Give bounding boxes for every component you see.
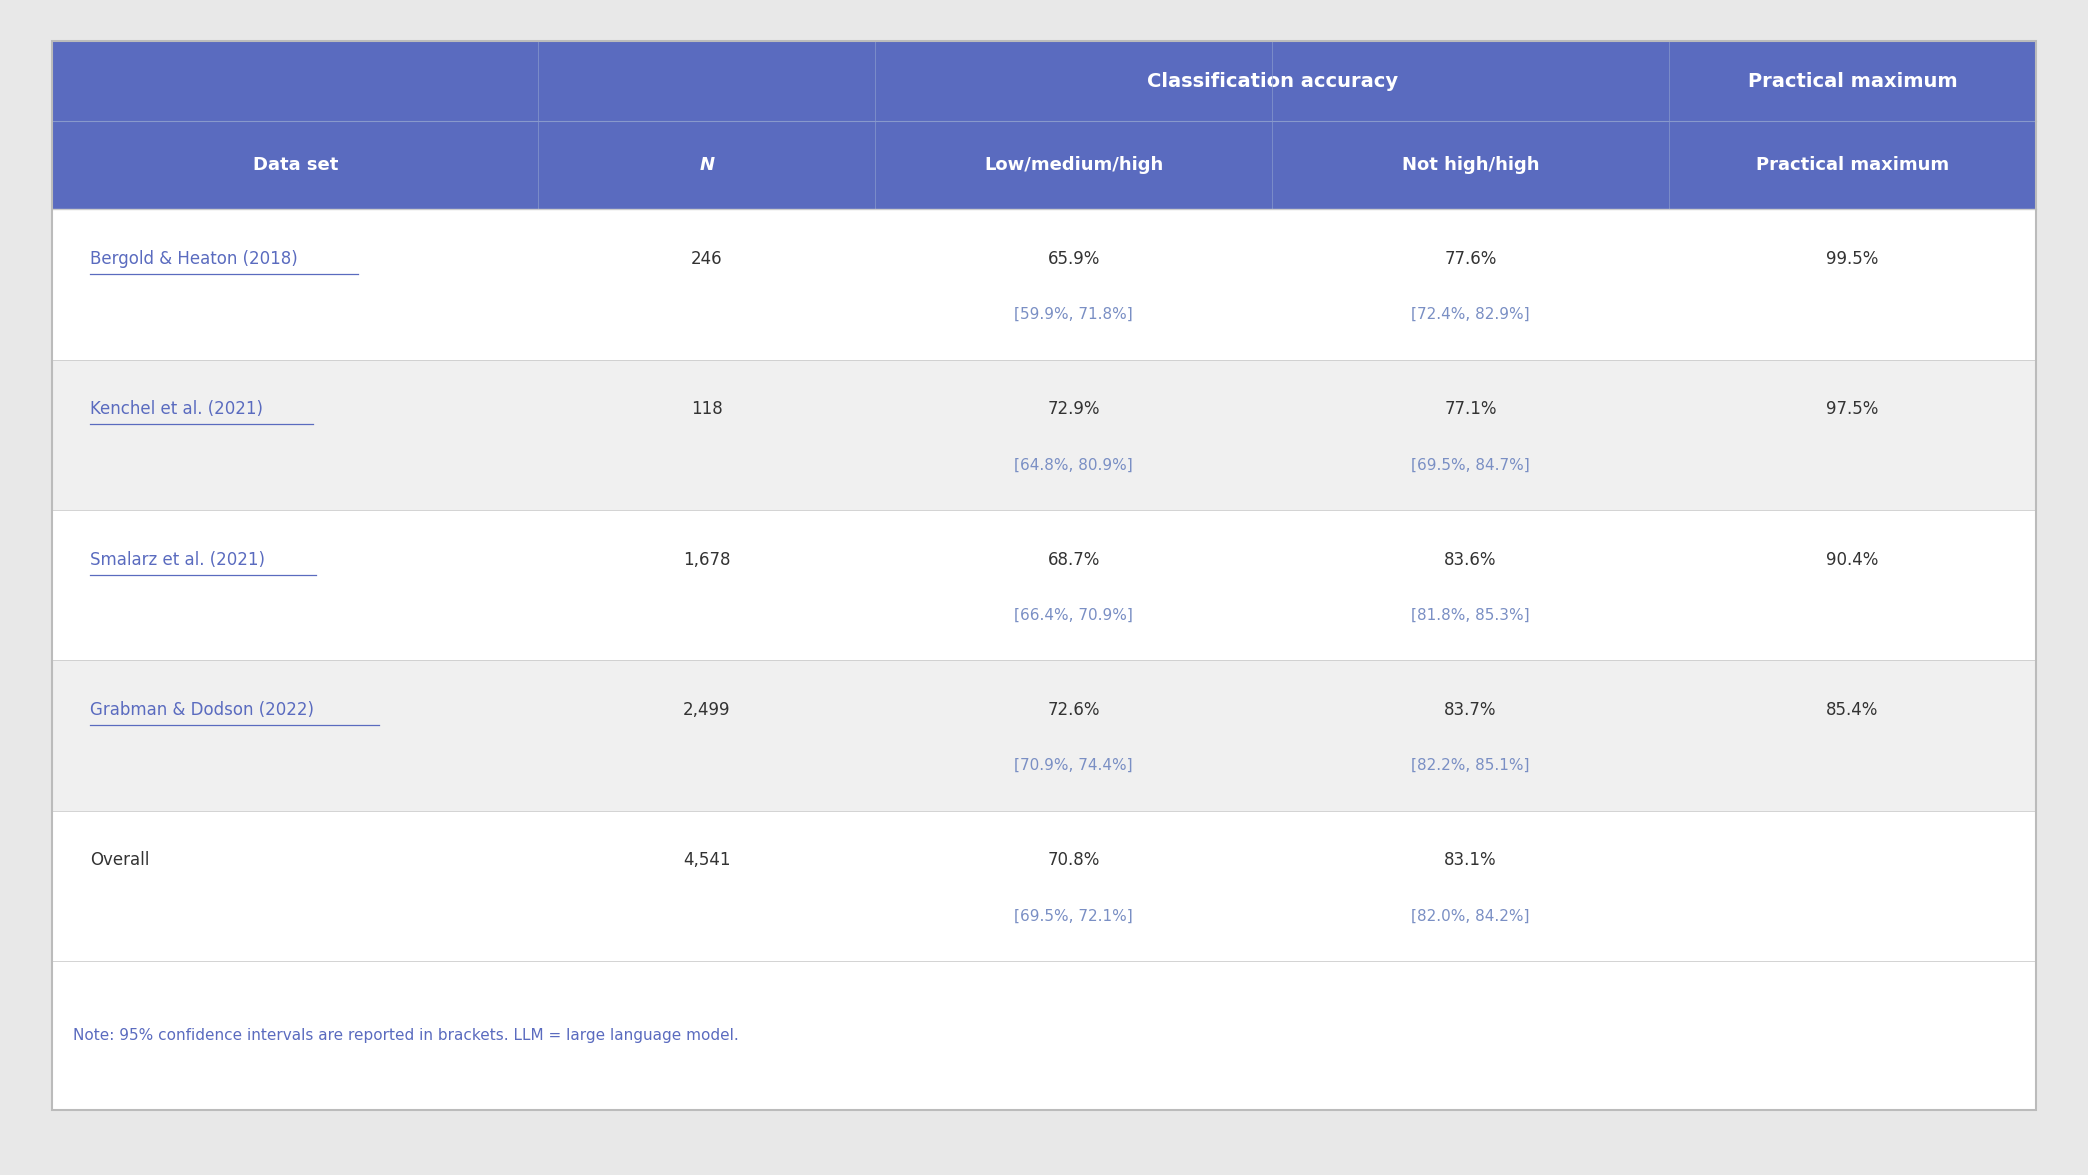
Text: 97.5%: 97.5%: [1827, 401, 1879, 418]
Text: [70.9%, 74.4%]: [70.9%, 74.4%]: [1015, 758, 1134, 773]
Text: 83.7%: 83.7%: [1445, 701, 1497, 719]
Text: Overall: Overall: [90, 852, 148, 870]
Text: Kenchel et al. (2021): Kenchel et al. (2021): [90, 401, 263, 418]
Text: [82.2%, 85.1%]: [82.2%, 85.1%]: [1411, 758, 1531, 773]
Text: 85.4%: 85.4%: [1827, 701, 1879, 719]
Text: 99.5%: 99.5%: [1827, 250, 1879, 268]
Text: 1,678: 1,678: [683, 551, 731, 569]
Text: [69.5%, 84.7%]: [69.5%, 84.7%]: [1411, 457, 1531, 472]
Text: [81.8%, 85.3%]: [81.8%, 85.3%]: [1411, 607, 1531, 623]
Text: 65.9%: 65.9%: [1048, 250, 1100, 268]
Text: 90.4%: 90.4%: [1827, 551, 1879, 569]
Text: [66.4%, 70.9%]: [66.4%, 70.9%]: [1015, 607, 1134, 623]
Text: Smalarz et al. (2021): Smalarz et al. (2021): [90, 551, 265, 569]
Text: 68.7%: 68.7%: [1048, 551, 1100, 569]
Bar: [52, 41, 2036, 121]
Text: N: N: [699, 156, 714, 174]
Text: Practical maximum: Practical maximum: [1756, 156, 1948, 174]
Text: 2,499: 2,499: [683, 701, 731, 719]
Bar: [52, 121, 2036, 209]
Text: 4,541: 4,541: [683, 852, 731, 870]
Text: Note: 95% confidence intervals are reported in brackets. LLM = large language mo: Note: 95% confidence intervals are repor…: [73, 1028, 739, 1043]
Text: Bergold & Heaton (2018): Bergold & Heaton (2018): [90, 250, 296, 268]
Bar: [52, 360, 2036, 510]
Text: Data set: Data set: [253, 156, 338, 174]
Text: 72.6%: 72.6%: [1048, 701, 1100, 719]
Bar: [52, 811, 2036, 961]
Text: Low/medium/high: Low/medium/high: [983, 156, 1163, 174]
Text: 83.6%: 83.6%: [1445, 551, 1497, 569]
Text: 70.8%: 70.8%: [1048, 852, 1100, 870]
Bar: [52, 209, 2036, 360]
Text: Grabman & Dodson (2022): Grabman & Dodson (2022): [90, 701, 313, 719]
Text: 72.9%: 72.9%: [1048, 401, 1100, 418]
Text: Practical maximum: Practical maximum: [1748, 72, 1956, 90]
Text: 77.1%: 77.1%: [1445, 401, 1497, 418]
Bar: [52, 660, 2036, 811]
Text: [64.8%, 80.9%]: [64.8%, 80.9%]: [1015, 457, 1134, 472]
Text: [59.9%, 71.8%]: [59.9%, 71.8%]: [1015, 307, 1134, 322]
Text: [82.0%, 84.2%]: [82.0%, 84.2%]: [1411, 908, 1531, 924]
Bar: [52, 510, 2036, 660]
Text: 83.1%: 83.1%: [1445, 852, 1497, 870]
Text: [72.4%, 82.9%]: [72.4%, 82.9%]: [1411, 307, 1531, 322]
Text: Not high/high: Not high/high: [1401, 156, 1539, 174]
Text: 118: 118: [691, 401, 722, 418]
Text: 246: 246: [691, 250, 722, 268]
Text: Classification accuracy: Classification accuracy: [1146, 72, 1397, 90]
Text: 77.6%: 77.6%: [1445, 250, 1497, 268]
Text: [69.5%, 72.1%]: [69.5%, 72.1%]: [1015, 908, 1134, 924]
